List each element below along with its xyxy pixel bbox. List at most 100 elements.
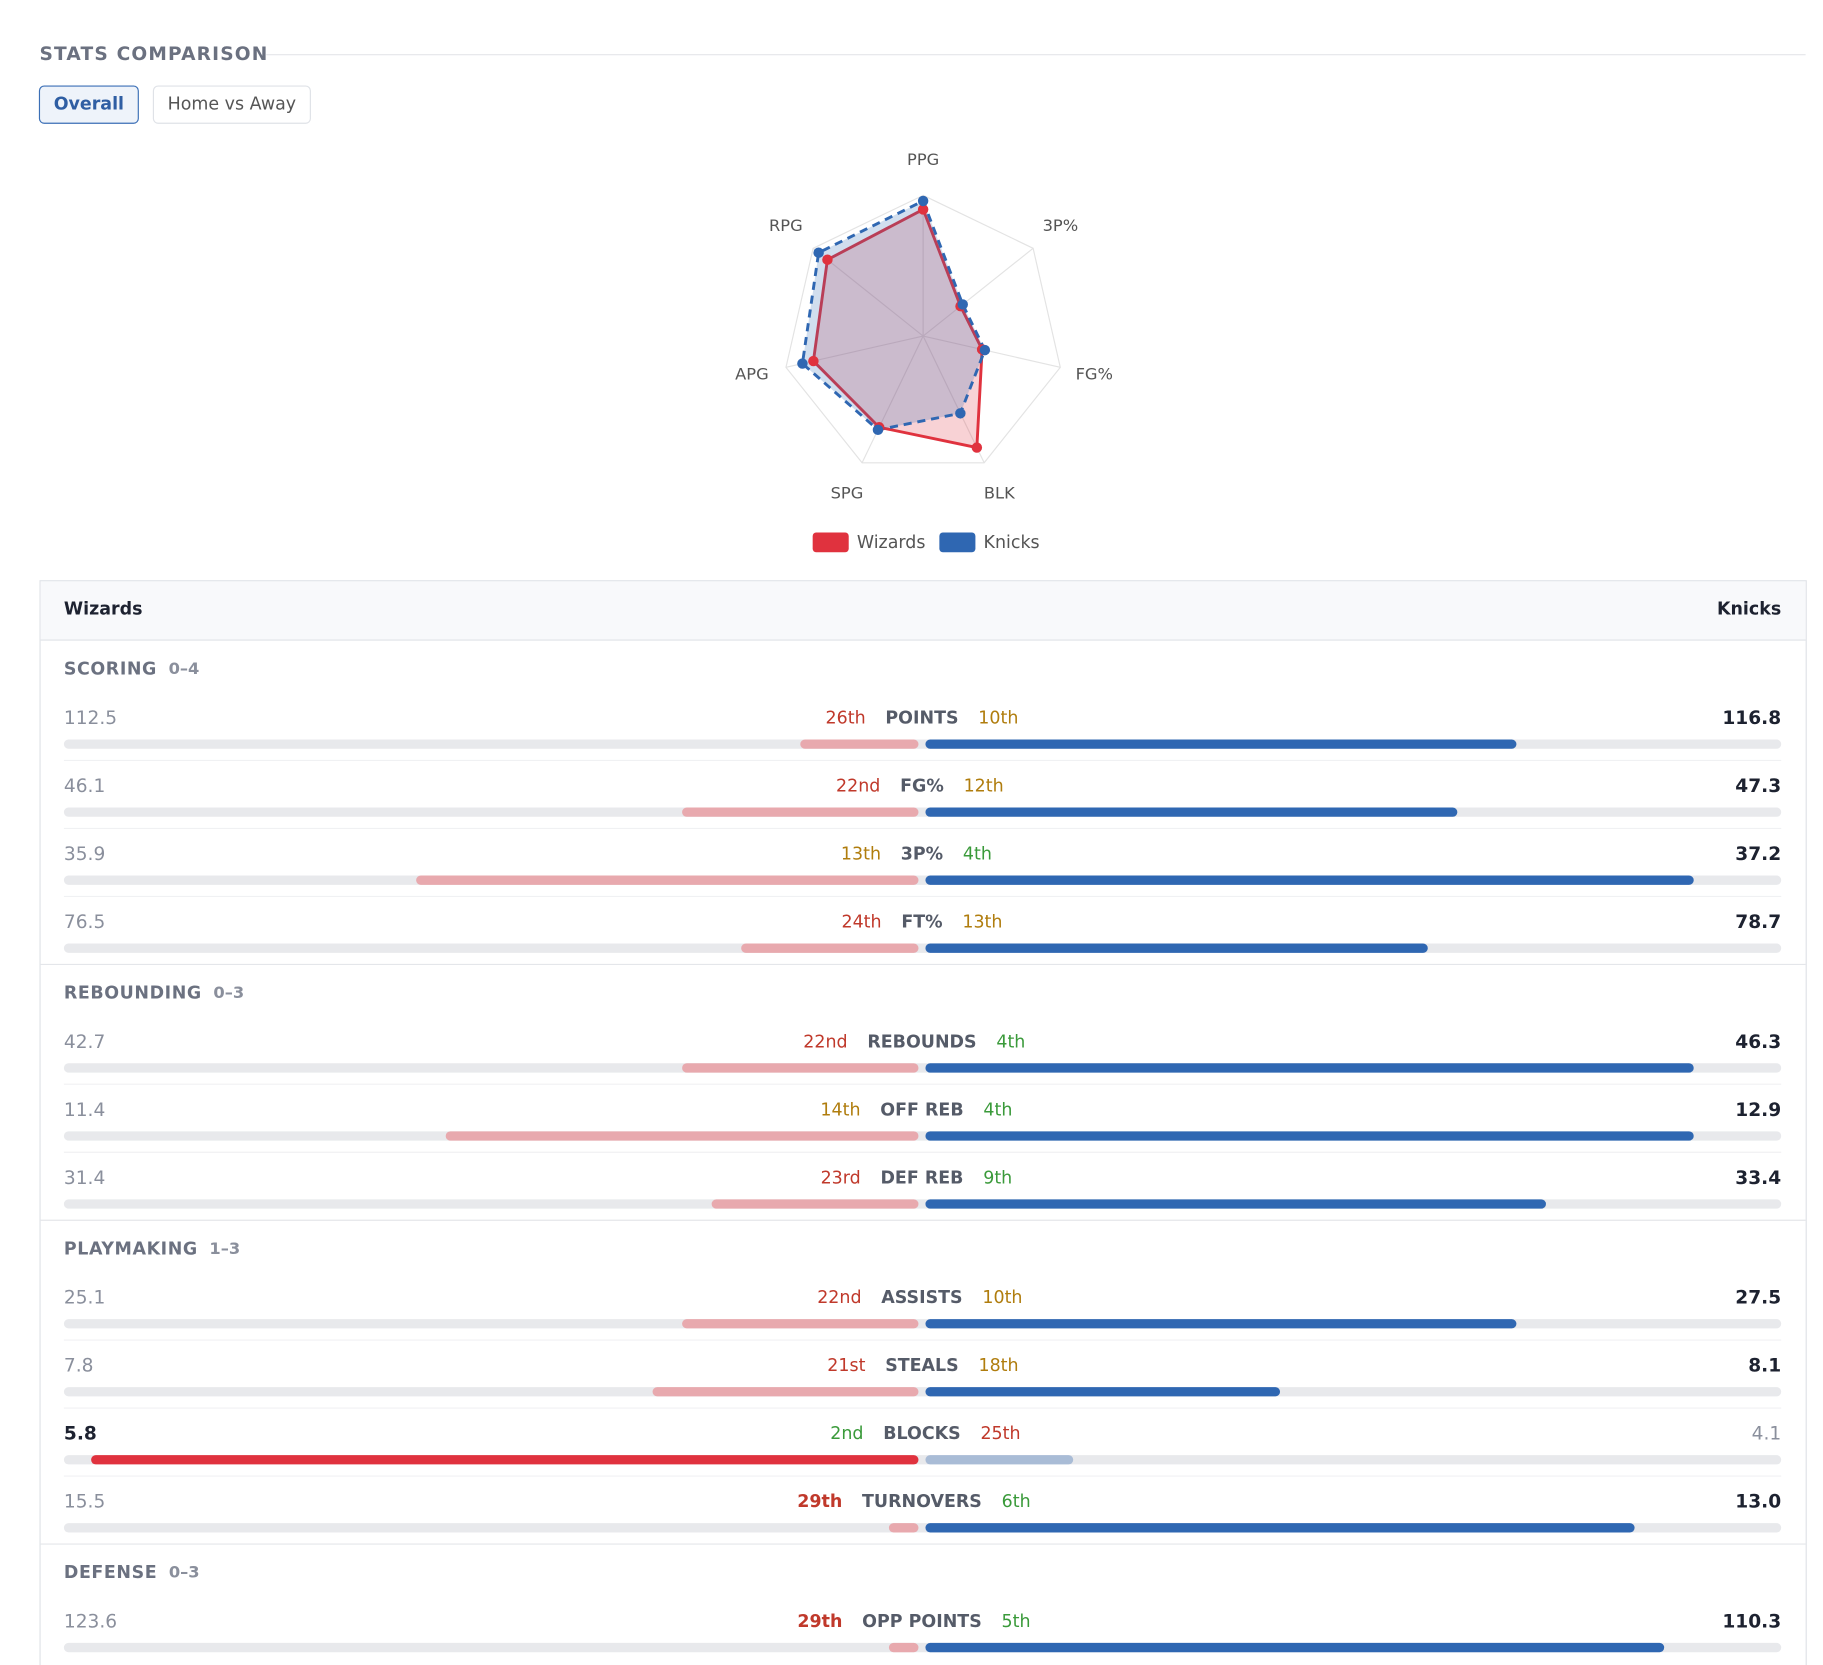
section-record: 0–3 [169,1563,200,1582]
wizards-rank: 29th [797,1492,842,1512]
knicks-value: 47.3 [1735,776,1781,797]
radar-point [872,424,884,436]
knicks-bar [925,875,1694,885]
knicks-rank: 6th [1002,1492,1031,1512]
knicks-value: 27.5 [1735,1288,1781,1309]
wizards-rank: 24th [841,913,881,933]
knicks-value: 8.1 [1748,1356,1781,1377]
wizards-rank: 14th [820,1100,860,1120]
tab-label[interactable]: Home vs Away [168,95,296,115]
axis-label: 3P% [1043,216,1079,235]
knicks-value: 46.3 [1735,1032,1781,1053]
wizards-rank: 26th [826,709,866,729]
table-header [40,581,1806,640]
wizards-bar [445,1131,919,1141]
wizards-bar [682,807,919,817]
knicks-rank: 5th [1002,1612,1031,1632]
knicks-value: 33.4 [1735,1168,1781,1189]
knicks-rank: 4th [983,1100,1012,1120]
knicks-rank: 10th [982,1288,1022,1308]
knicks-rank: 4th [996,1032,1025,1052]
wizards-rank: 29th [797,1612,842,1632]
wizards-value: 42.7 [64,1032,105,1053]
legend-label: Wizards [857,533,926,553]
wizards-value: 15.5 [64,1492,105,1513]
section-name: PLAYMAKING [64,1239,198,1259]
stat-label: STEALS [885,1356,959,1376]
stat-label: ASSISTS [881,1288,962,1308]
stat-label: DEF REB [880,1168,963,1188]
knicks-bar [925,1319,1517,1329]
stat-label: FG% [900,777,944,797]
legend-swatch [939,532,976,553]
knicks-bar [925,1642,1665,1653]
radar-point [917,195,929,207]
knicks-value: 110.3 [1722,1611,1781,1632]
wizards-rank: 13th [841,845,881,865]
wizards-value: 11.4 [64,1100,105,1121]
stat-label: OFF REB [880,1100,963,1120]
wizards-value: 35.9 [64,844,105,865]
wizards-rank: 2nd [830,1424,863,1444]
wizards-value: 7.8 [64,1356,94,1377]
wizards-value: 25.1 [64,1288,105,1309]
section-name: DEFENSE [64,1563,157,1583]
wizards-bar [682,1063,919,1073]
wizards-bar [652,1387,919,1397]
wizards-bar [91,1455,919,1465]
radar-point [955,408,966,419]
radar-point [813,247,824,258]
wizards-value: 5.8 [64,1424,97,1445]
knicks-bar [925,1131,1694,1141]
knicks-value: 13.0 [1735,1492,1781,1513]
tab[interactable] [152,85,311,124]
bar-track [63,1387,1782,1397]
wizards-bar [741,943,919,953]
wizards-bar [888,1523,919,1533]
knicks-bar [925,1063,1694,1073]
table-frame [39,580,1807,1665]
section-record: 0–3 [213,983,244,1002]
bar-track [63,1319,1782,1329]
wizards-value: 123.6 [64,1611,117,1632]
radar-area [811,207,984,450]
tab-active[interactable] [38,85,139,124]
radar-point [797,358,808,369]
wizards-value: 76.5 [64,912,105,933]
radar-area [800,198,987,432]
wizards-bar [800,739,919,749]
axis-label: PPG [907,150,939,169]
knicks-value: 116.8 [1722,708,1781,729]
knicks-bar [925,1455,1074,1465]
wizards-value: 112.5 [64,708,117,729]
tab-label[interactable]: Overall [54,95,124,115]
stat-label: BLOCKS [883,1424,960,1444]
bar-track [63,943,1782,953]
axis-label: RPG [769,216,803,235]
spoke [922,247,1034,337]
radar-point [917,204,929,215]
knicks-value: 12.9 [1735,1100,1781,1121]
stat-label: REBOUNDS [867,1032,976,1052]
legend-label: Knicks [984,533,1040,553]
stat-label: FT% [901,913,942,933]
section-name: SCORING [64,660,157,680]
knicks-rank: 18th [978,1356,1018,1376]
knicks-bar [925,807,1458,817]
bar-track [63,739,1782,749]
wizards-value: 31.4 [64,1168,105,1189]
stat-label: OPP POINTS [862,1612,982,1632]
knicks-value: 78.7 [1735,912,1781,933]
axis-label: SPG [831,484,864,503]
section-record: 0–4 [169,659,200,678]
axis-label: APG [735,365,769,384]
radar-point [808,355,819,367]
knicks-rank: 10th [978,709,1018,729]
knicks-rank: 4th [963,845,992,865]
knicks-bar [925,943,1428,953]
knicks-rank: 25th [980,1424,1020,1444]
knicks-bar [925,1523,1635,1533]
knicks-rank: 13th [962,913,1002,933]
spoke [922,335,1061,368]
